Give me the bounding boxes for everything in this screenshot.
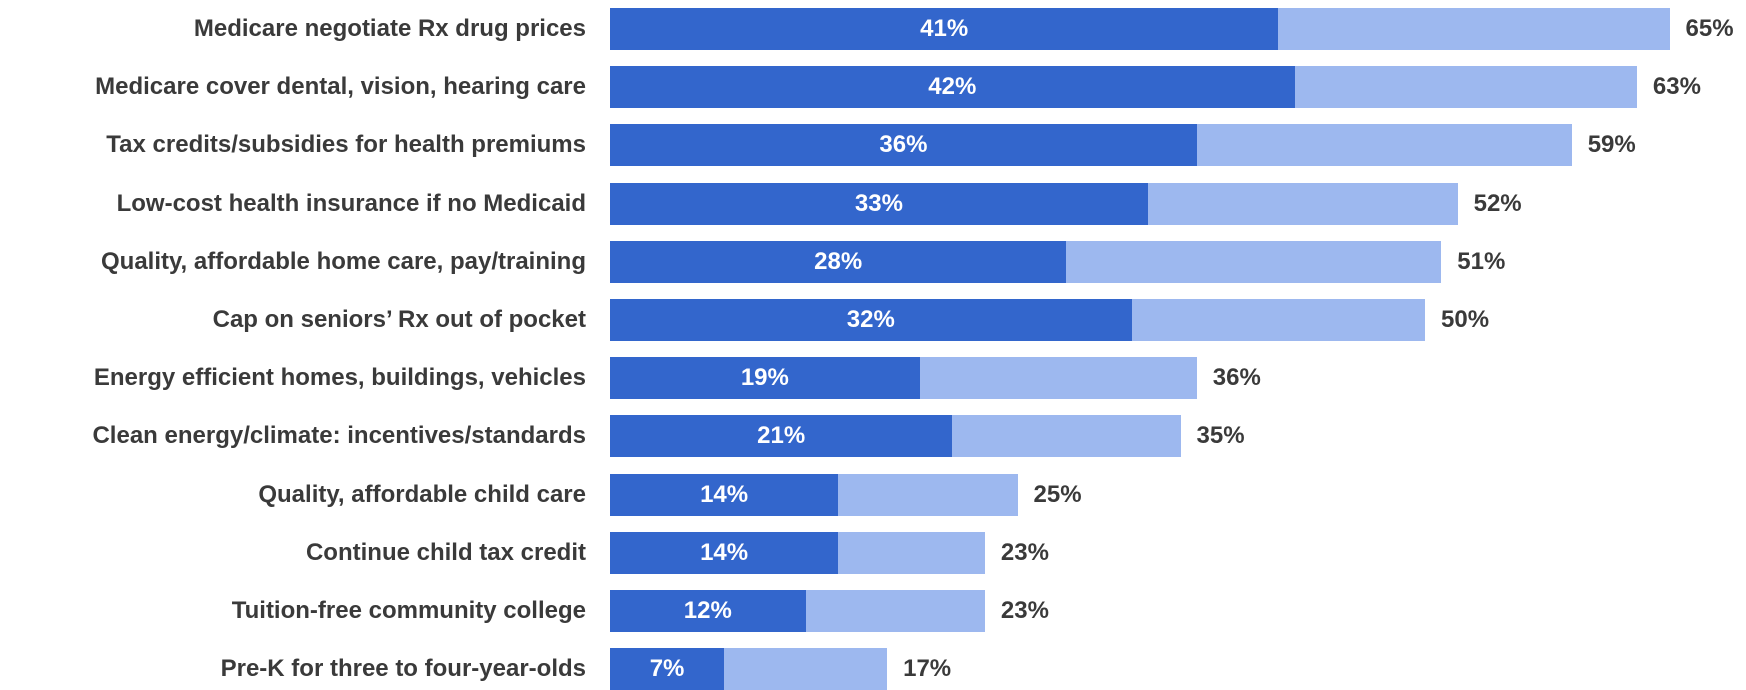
bar-strong	[610, 124, 1197, 167]
data-label-strong: 19%	[740, 364, 789, 392]
bar-strong	[610, 473, 839, 516]
data-label-total: 25%	[1033, 480, 1082, 508]
data-label-strong: 28%	[814, 247, 863, 275]
data-label-strong: 41%	[920, 15, 969, 42]
bar-strong	[610, 299, 1132, 341]
data-label-total: 36%	[1212, 364, 1261, 392]
data-label-total: 50%	[1441, 306, 1490, 333]
bar-strong	[610, 590, 806, 632]
data-label-strong: 14%	[700, 538, 749, 566]
category-label: Quality, affordable child care	[258, 480, 586, 508]
bar-strong	[610, 531, 839, 574]
data-label-strong: 7%	[649, 655, 685, 683]
data-label-total: 23%	[1000, 597, 1049, 624]
data-label-strong: 36%	[879, 131, 928, 159]
category-label: Energy efficient homes, buildings, vehic…	[93, 364, 586, 392]
bar-strong	[610, 648, 725, 690]
data-label-total: 17%	[903, 655, 952, 683]
category-label: Cap on seniors’ Rx out of pocket	[212, 306, 586, 333]
data-label-total: 59%	[1587, 131, 1636, 159]
data-label-strong: 12%	[683, 597, 732, 624]
data-label-total: 51%	[1457, 247, 1506, 275]
bar-strong	[610, 240, 1067, 283]
category-label: Quality, affordable home care, pay/train…	[100, 247, 586, 275]
bar-strong	[610, 415, 953, 458]
data-label-total: 23%	[1000, 538, 1049, 566]
data-label-strong: 32%	[846, 306, 895, 333]
data-label-total: 65%	[1685, 15, 1734, 42]
category-label: Medicare negotiate Rx drug prices	[193, 15, 586, 42]
bar-strong	[610, 8, 1279, 50]
data-label-strong: 14%	[700, 480, 749, 508]
bar-strong	[610, 182, 1148, 225]
category-label: Clean energy/climate: incentives/standar…	[92, 422, 586, 450]
data-label-strong: 33%	[854, 189, 903, 217]
data-label-strong: 42%	[928, 73, 977, 101]
bar-strong	[610, 357, 920, 400]
bar-strong	[610, 66, 1295, 109]
category-label: Continue child tax credit	[305, 538, 586, 566]
category-label: Tuition-free community college	[231, 597, 586, 624]
category-label: Low-cost health insurance if no Medicaid	[116, 189, 586, 217]
data-label-strong: 21%	[757, 422, 806, 450]
data-label-total: 63%	[1652, 73, 1701, 101]
data-label-total: 35%	[1196, 422, 1245, 450]
category-label: Medicare cover dental, vision, hearing c…	[95, 73, 586, 101]
category-label: Pre-K for three to four-year-olds	[220, 655, 586, 683]
data-label-total: 52%	[1473, 189, 1522, 217]
category-label: Tax credits/subsidies for health premium…	[106, 131, 586, 159]
